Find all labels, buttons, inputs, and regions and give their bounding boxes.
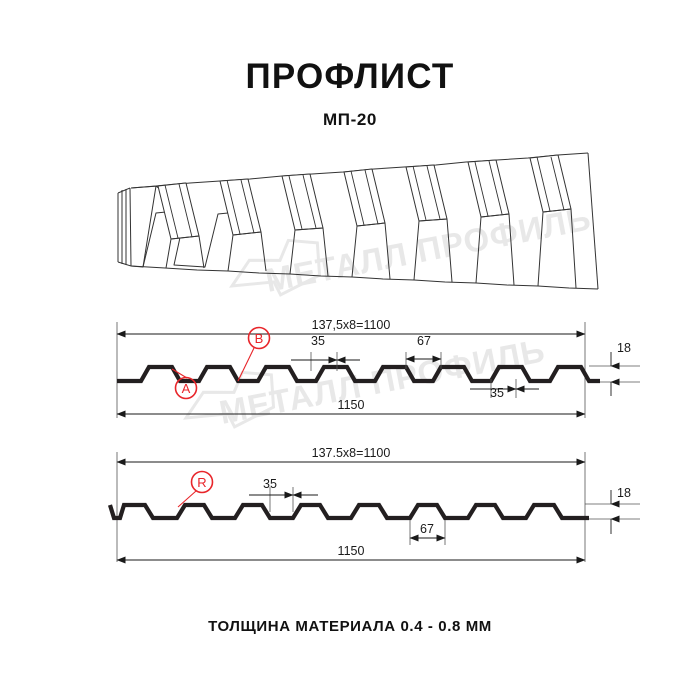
marker-b: B	[237, 326, 271, 382]
dim-18-bottom-label: 18	[617, 486, 631, 500]
profile-outline-bottom	[107, 502, 589, 521]
marker-a-label: A	[182, 381, 191, 396]
profile-outline-top	[117, 364, 600, 384]
material-thickness-caption: ТОЛЩИНА МАТЕРИАЛА 0.4 - 0.8 ММ	[208, 618, 492, 635]
dim-top-label: 137,5x8=1100	[312, 318, 391, 332]
dim-67-top: 67	[405, 334, 442, 369]
model-label: МП-20	[323, 110, 377, 129]
dim-35-bottom-label: 35	[263, 477, 277, 491]
marker-b-label: B	[255, 331, 264, 346]
section-bottom: 137.5x8=1100 35 67	[107, 446, 640, 564]
dim-18-top-label: 18	[617, 341, 631, 355]
dim-top-label-2: 137.5x8=1100	[312, 446, 391, 460]
dim-bottom-label: 1150	[338, 398, 365, 412]
dim-bottom-label-2: 1150	[338, 544, 365, 558]
dim-67-bottom: 67	[409, 520, 446, 545]
dim-35-left-label: 35	[311, 334, 325, 348]
dim-67-bottom-label: 67	[420, 522, 434, 536]
dim-35-right: 35	[470, 379, 539, 400]
marker-r: R	[177, 470, 214, 508]
marker-a: A	[171, 368, 198, 400]
dim-67-top-label: 67	[417, 334, 431, 348]
dim-35-right-label: 35	[490, 386, 504, 400]
isometric-view	[117, 152, 599, 290]
dim-35-left: 35	[291, 334, 360, 371]
dim-35-bottom: 35	[249, 477, 318, 512]
marker-r-label: R	[197, 475, 206, 490]
page-title: ПРОФЛИСТ	[245, 57, 455, 96]
dim-18-bottom: 18	[585, 486, 640, 534]
section-top: 137,5x8=1100 35 67	[116, 318, 640, 418]
dim-18-top: 18	[589, 341, 640, 396]
title-block: ПРОФЛИСТ МП-20	[0, 56, 700, 130]
